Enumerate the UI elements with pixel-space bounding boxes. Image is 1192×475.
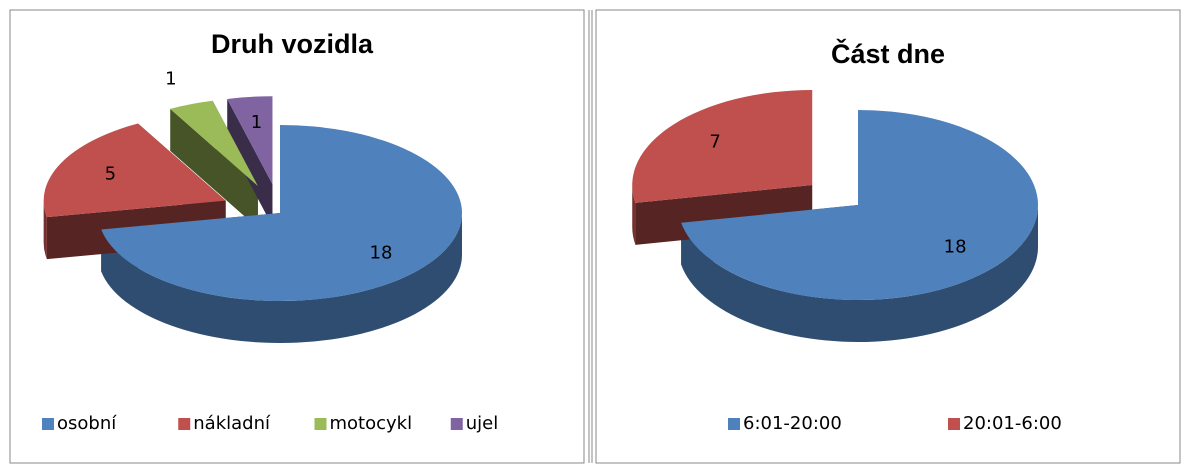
legend-swatch — [948, 418, 960, 430]
legend-label: 6:01-20:00 — [743, 413, 842, 434]
slice — [101, 125, 462, 302]
slice — [632, 90, 813, 203]
legend-label: ujel — [466, 413, 498, 434]
slice-edge — [170, 108, 258, 228]
data-label: 5 — [105, 163, 116, 184]
legend-swatch — [728, 418, 740, 430]
data-label: 7 — [709, 132, 720, 153]
data-label: 18 — [944, 236, 967, 257]
legend-swatch — [178, 418, 191, 430]
legend-swatch — [42, 418, 54, 430]
data-label: 18 — [370, 242, 393, 263]
slice — [43, 123, 226, 218]
slice-side — [632, 185, 636, 245]
legend-label: motocykl — [330, 413, 413, 434]
slice-side — [681, 205, 1039, 343]
legend-label: 20:01-6:00 — [963, 413, 1062, 434]
slice-edge — [227, 98, 273, 227]
slice-tops — [43, 96, 462, 302]
data-label: 1 — [165, 69, 176, 90]
slice-tops — [632, 90, 1039, 301]
slice — [681, 110, 1039, 301]
slice — [227, 96, 273, 185]
slice — [170, 100, 258, 186]
chart-title: Část dne — [831, 38, 945, 69]
legend-swatch — [314, 418, 327, 430]
slice-side — [101, 213, 463, 344]
legend-swatch — [450, 418, 463, 430]
chart-title: Druh vozidla — [211, 29, 374, 59]
data-label: 1 — [251, 112, 262, 133]
legend-label: nákladní — [193, 413, 271, 434]
slice-side — [43, 200, 47, 260]
legend-label: osobní — [57, 413, 117, 434]
